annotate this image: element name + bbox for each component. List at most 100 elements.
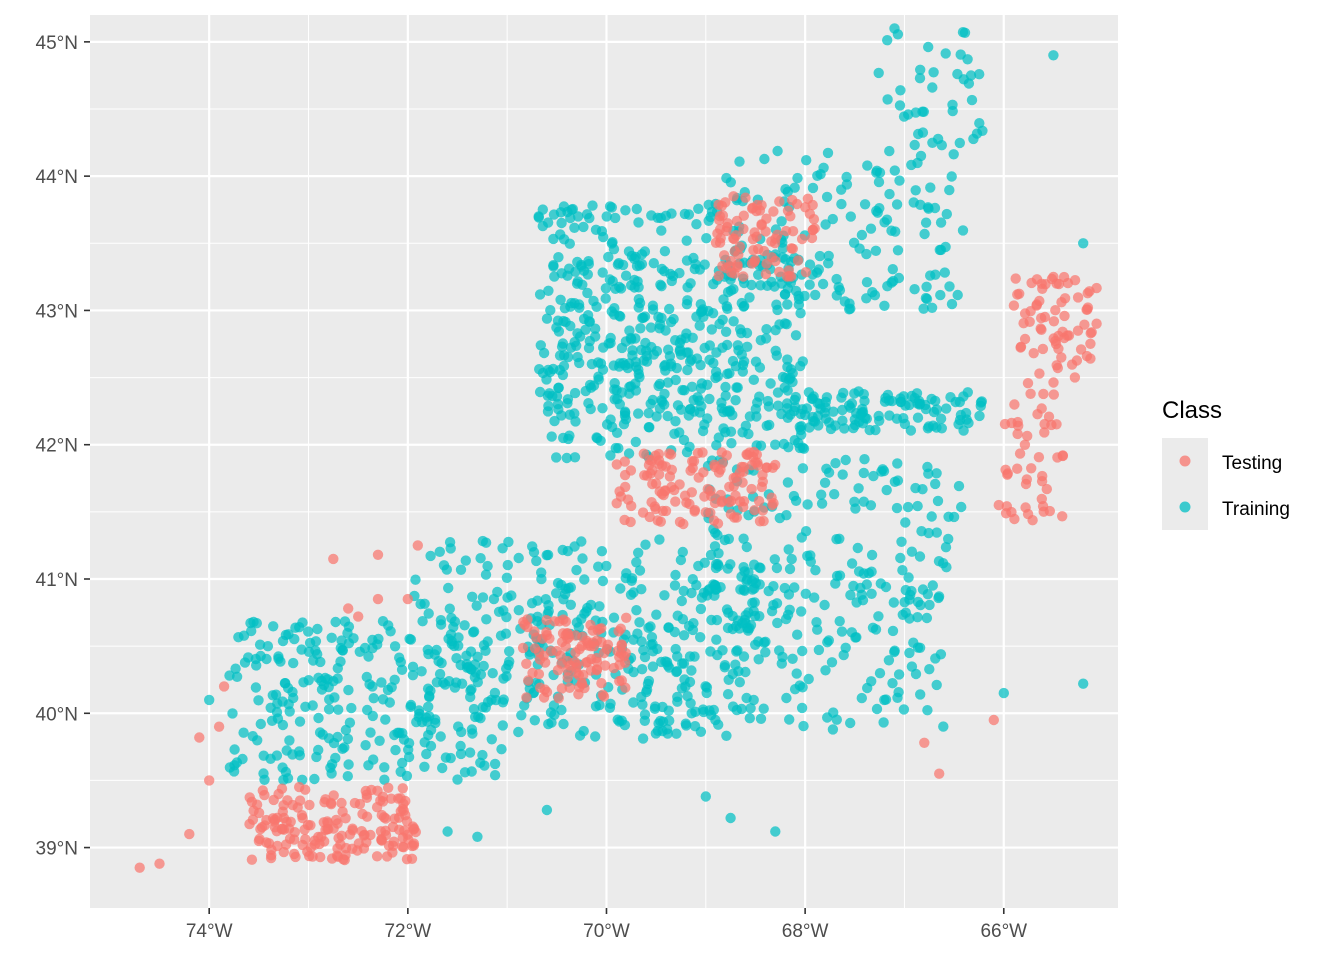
training-point bbox=[665, 316, 677, 328]
training-point bbox=[944, 281, 955, 292]
training-point bbox=[656, 263, 668, 275]
testing-point bbox=[747, 203, 758, 214]
training-point bbox=[513, 552, 524, 564]
training-point bbox=[895, 85, 906, 96]
testing-point bbox=[1036, 312, 1047, 324]
training-point bbox=[584, 335, 595, 347]
testing-point bbox=[1025, 388, 1036, 399]
training-point bbox=[760, 636, 771, 647]
legend-key-training bbox=[1179, 501, 1191, 513]
training-point bbox=[839, 423, 850, 434]
training-point bbox=[749, 597, 760, 608]
training-point bbox=[971, 128, 983, 139]
training-point bbox=[797, 442, 808, 453]
testing-point bbox=[774, 266, 785, 278]
training-point bbox=[697, 425, 709, 437]
training-point bbox=[519, 700, 530, 711]
training-point bbox=[752, 397, 763, 408]
testing-point bbox=[731, 215, 743, 227]
training-point bbox=[553, 252, 564, 263]
training-point bbox=[892, 475, 904, 486]
testing-point bbox=[246, 854, 258, 865]
training-point bbox=[436, 657, 447, 669]
training-point bbox=[912, 412, 924, 423]
training-point bbox=[459, 767, 471, 778]
testing-point bbox=[768, 206, 779, 217]
testing-point bbox=[919, 737, 930, 748]
training-point bbox=[686, 587, 697, 599]
training-point bbox=[758, 703, 769, 714]
training-point bbox=[933, 592, 944, 604]
testing-point bbox=[800, 267, 812, 278]
testing-point bbox=[1037, 343, 1049, 355]
training-point bbox=[881, 214, 893, 225]
testing-point bbox=[625, 516, 636, 528]
training-point bbox=[738, 301, 749, 312]
testing-point bbox=[792, 255, 804, 266]
training-point bbox=[252, 735, 263, 746]
training-point bbox=[915, 689, 926, 700]
training-point bbox=[943, 533, 954, 545]
training-point bbox=[813, 644, 825, 656]
training-point bbox=[893, 272, 905, 284]
training-point bbox=[635, 323, 646, 334]
training-point bbox=[638, 645, 649, 656]
training-point bbox=[858, 389, 869, 400]
training-point bbox=[572, 276, 583, 287]
training-point bbox=[889, 165, 900, 176]
training-point bbox=[440, 752, 452, 763]
training-point bbox=[720, 326, 732, 337]
testing-point bbox=[620, 657, 631, 668]
training-point bbox=[374, 735, 385, 746]
training-point bbox=[817, 278, 829, 290]
training-point bbox=[294, 622, 305, 633]
training-point bbox=[680, 718, 691, 729]
training-point bbox=[593, 561, 604, 572]
training-point bbox=[419, 761, 430, 772]
training-point bbox=[497, 720, 508, 731]
training-point bbox=[831, 570, 843, 582]
training-point bbox=[810, 289, 821, 301]
training-point bbox=[866, 588, 877, 599]
testing-point bbox=[664, 471, 676, 482]
training-point bbox=[710, 527, 721, 538]
training-point bbox=[909, 139, 920, 151]
training-point bbox=[595, 358, 607, 369]
testing-point bbox=[806, 232, 818, 244]
testing-point bbox=[289, 834, 300, 845]
training-point bbox=[376, 677, 387, 688]
training-point bbox=[606, 306, 617, 317]
testing-point bbox=[757, 476, 768, 487]
testing-point bbox=[687, 456, 698, 467]
testing-point bbox=[393, 793, 404, 804]
training-point bbox=[736, 327, 747, 339]
testing-point bbox=[383, 782, 394, 793]
training-point bbox=[904, 647, 915, 659]
training-point bbox=[405, 701, 416, 712]
training-point bbox=[460, 555, 471, 566]
training-point bbox=[862, 160, 873, 171]
training-point bbox=[541, 804, 553, 816]
training-point bbox=[487, 668, 498, 679]
training-point bbox=[871, 165, 883, 176]
training-point bbox=[906, 159, 917, 171]
training-point bbox=[284, 735, 295, 746]
training-point bbox=[620, 205, 631, 216]
training-point bbox=[604, 274, 616, 285]
training-point bbox=[895, 396, 906, 408]
training-point bbox=[810, 565, 821, 576]
training-point bbox=[834, 616, 845, 627]
training-point bbox=[779, 318, 791, 329]
training-point bbox=[532, 595, 543, 606]
training-point bbox=[696, 401, 707, 412]
training-point bbox=[534, 289, 546, 300]
x-tick-label: 66°W bbox=[980, 921, 1027, 942]
testing-point bbox=[611, 459, 622, 470]
testing-point bbox=[560, 630, 571, 641]
testing-point bbox=[154, 858, 165, 869]
testing-point bbox=[1075, 344, 1087, 355]
training-point bbox=[250, 682, 262, 693]
training-point bbox=[772, 145, 783, 157]
testing-point bbox=[1009, 399, 1020, 410]
training-point bbox=[931, 527, 942, 538]
